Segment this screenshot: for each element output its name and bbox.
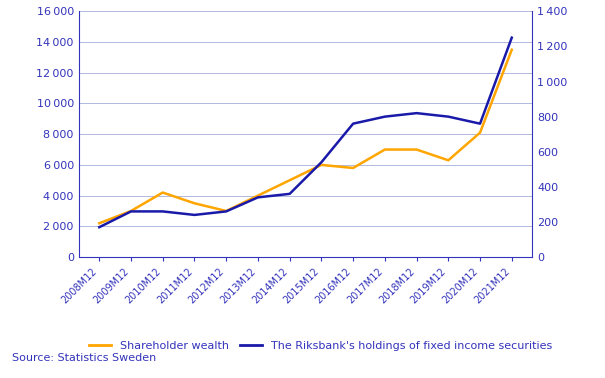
The Riksbank's holdings of fixed income securities bbox=[223, 209, 230, 214]
The Riksbank's holdings of fixed income securities bbox=[318, 160, 325, 164]
Shareholder wealth bbox=[191, 201, 198, 206]
The Riksbank's holdings of fixed income securities bbox=[128, 209, 135, 214]
The Riksbank's holdings of fixed income securities bbox=[413, 111, 420, 115]
Shareholder wealth bbox=[381, 147, 388, 152]
Shareholder wealth bbox=[318, 163, 325, 167]
Shareholder wealth bbox=[223, 209, 230, 213]
The Riksbank's holdings of fixed income securities bbox=[350, 121, 357, 126]
Shareholder wealth bbox=[286, 178, 293, 183]
The Riksbank's holdings of fixed income securities bbox=[96, 225, 103, 229]
The Riksbank's holdings of fixed income securities bbox=[254, 195, 261, 200]
Shareholder wealth bbox=[445, 158, 452, 163]
The Riksbank's holdings of fixed income securities bbox=[159, 209, 166, 214]
Shareholder wealth bbox=[96, 221, 103, 226]
The Riksbank's holdings of fixed income securities bbox=[286, 192, 293, 196]
Shareholder wealth bbox=[476, 130, 483, 135]
Shareholder wealth bbox=[128, 209, 135, 213]
Shareholder wealth bbox=[508, 48, 515, 52]
Text: Source: Statistics Sweden: Source: Statistics Sweden bbox=[12, 353, 156, 363]
Legend: Shareholder wealth, The Riksbank's holdings of fixed income securities: Shareholder wealth, The Riksbank's holdi… bbox=[84, 336, 557, 355]
The Riksbank's holdings of fixed income securities bbox=[381, 115, 388, 119]
The Riksbank's holdings of fixed income securities bbox=[476, 121, 483, 126]
The Riksbank's holdings of fixed income securities bbox=[191, 213, 198, 217]
Shareholder wealth bbox=[159, 190, 166, 195]
Shareholder wealth bbox=[350, 166, 357, 170]
The Riksbank's holdings of fixed income securities bbox=[445, 115, 452, 119]
Shareholder wealth bbox=[413, 147, 420, 152]
Line: The Riksbank's holdings of fixed income securities: The Riksbank's holdings of fixed income … bbox=[99, 38, 512, 227]
Line: Shareholder wealth: Shareholder wealth bbox=[99, 50, 512, 223]
Shareholder wealth bbox=[254, 193, 261, 198]
The Riksbank's holdings of fixed income securities bbox=[508, 36, 515, 40]
